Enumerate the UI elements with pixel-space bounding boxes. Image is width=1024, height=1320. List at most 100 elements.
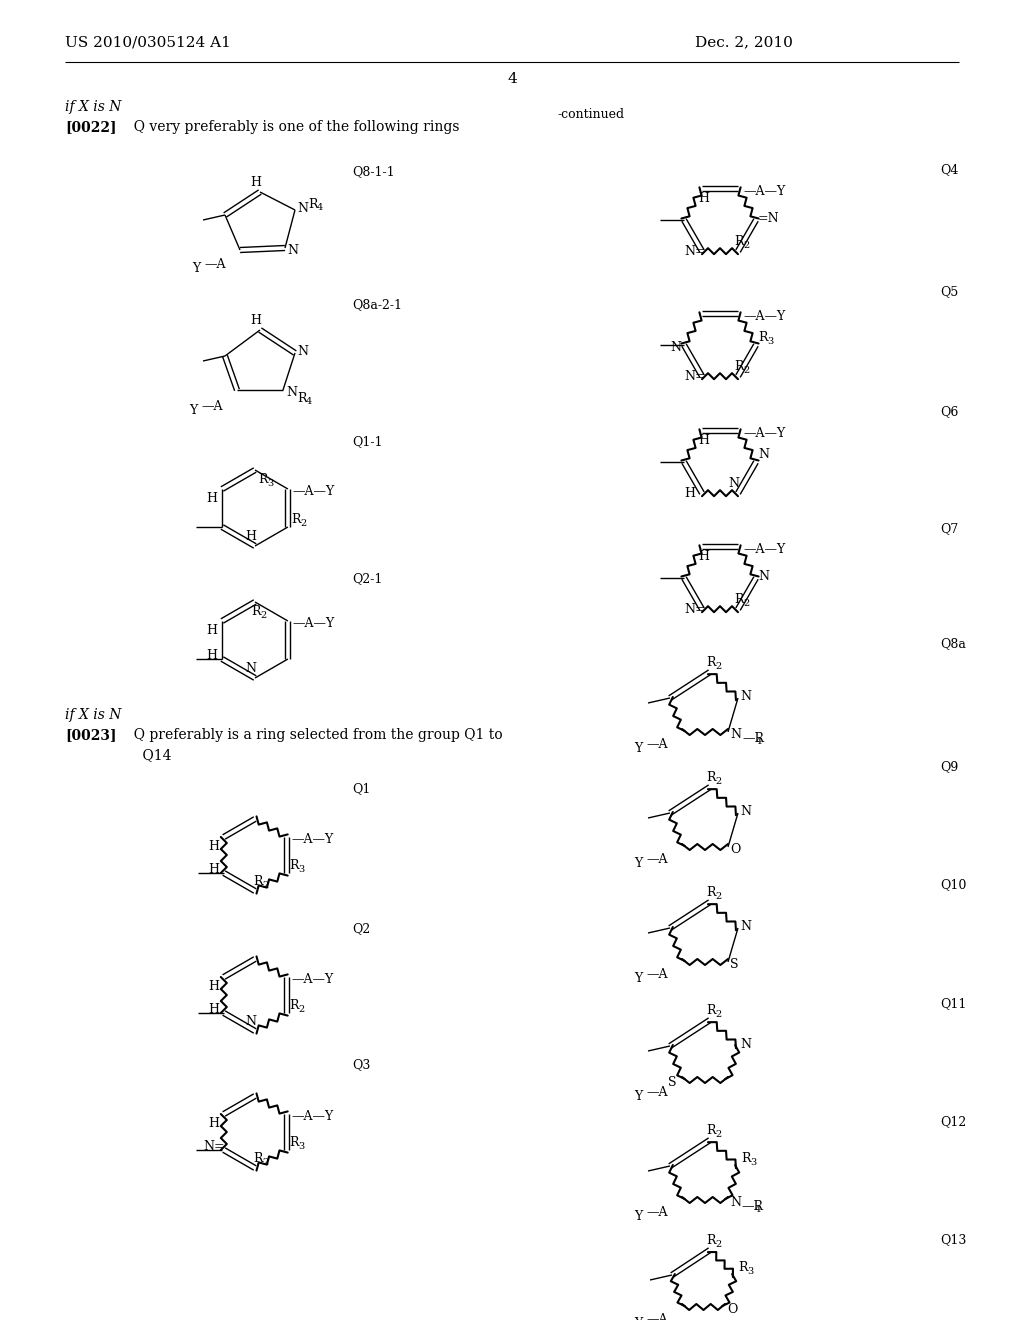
Text: O: O (727, 1303, 737, 1316)
Text: Q9: Q9 (940, 760, 958, 774)
Text: 2: 2 (715, 663, 721, 671)
Text: —A: —A (646, 1206, 668, 1218)
Text: H: H (251, 176, 261, 189)
Text: Q8a: Q8a (940, 638, 966, 649)
Text: Q4: Q4 (940, 162, 958, 176)
Text: if X is N: if X is N (65, 708, 122, 722)
Text: H: H (684, 487, 695, 500)
Text: R: R (251, 605, 260, 618)
Text: N: N (740, 1038, 751, 1051)
Text: Q preferably is a ring selected from the group Q1 to: Q preferably is a ring selected from the… (125, 729, 503, 742)
Text: Y: Y (634, 1210, 642, 1224)
Text: N: N (740, 690, 751, 704)
Text: —A—Y: —A—Y (293, 616, 335, 630)
Text: —A—Y: —A—Y (743, 185, 785, 198)
Text: H: H (208, 1117, 219, 1130)
Text: =N: =N (758, 213, 779, 224)
Text: —A: —A (646, 968, 668, 981)
Text: N: N (287, 244, 298, 257)
Text: Y: Y (634, 1317, 642, 1320)
Text: R: R (289, 999, 299, 1012)
Text: —R: —R (742, 733, 764, 744)
Text: H: H (206, 492, 217, 506)
Text: Q3: Q3 (352, 1059, 371, 1071)
Text: R: R (734, 235, 743, 248)
Text: R: R (258, 473, 267, 486)
Text: R: R (289, 1137, 299, 1148)
Text: —R: —R (741, 1200, 763, 1213)
Text: Y: Y (634, 1090, 642, 1104)
Text: R: R (706, 656, 716, 669)
Text: Dec. 2, 2010: Dec. 2, 2010 (695, 36, 793, 49)
Text: 2: 2 (262, 880, 268, 890)
Text: N: N (740, 920, 751, 933)
Text: H: H (208, 1003, 219, 1016)
Text: 2: 2 (715, 1239, 721, 1249)
Text: Q13: Q13 (940, 1233, 967, 1246)
Text: Q8a-2-1: Q8a-2-1 (352, 298, 402, 312)
Text: Q2: Q2 (352, 921, 371, 935)
Text: —A: —A (646, 1313, 668, 1320)
Text: N: N (670, 341, 681, 354)
Text: N=: N= (684, 246, 706, 259)
Text: R: R (289, 859, 299, 873)
Text: Q14: Q14 (125, 748, 171, 762)
Text: 4: 4 (507, 73, 517, 86)
Text: N: N (728, 477, 739, 490)
Text: Q8-1-1: Q8-1-1 (352, 165, 394, 178)
Text: 2: 2 (260, 611, 266, 620)
Text: if X is N: if X is N (65, 100, 122, 114)
Text: 2: 2 (743, 242, 750, 251)
Text: 2: 2 (715, 1010, 721, 1019)
Text: N=: N= (204, 1140, 225, 1152)
Text: —A—Y: —A—Y (291, 833, 334, 846)
Text: R: R (706, 771, 716, 784)
Text: S: S (730, 958, 738, 972)
Text: R: R (253, 875, 262, 888)
Text: —A—Y: —A—Y (291, 1110, 334, 1123)
Text: 2: 2 (300, 519, 306, 528)
Text: N: N (730, 729, 741, 741)
Text: R: R (297, 392, 306, 405)
Text: —A—Y: —A—Y (743, 426, 785, 440)
Text: H: H (206, 649, 217, 663)
Text: H: H (698, 550, 709, 562)
Text: —A: —A (646, 853, 668, 866)
Text: N: N (730, 1196, 741, 1209)
Text: Q1: Q1 (352, 781, 371, 795)
Text: 4: 4 (317, 203, 324, 213)
Text: H: H (246, 531, 256, 543)
Text: O: O (730, 843, 740, 855)
Text: —A—Y: —A—Y (743, 543, 785, 556)
Text: US 2010/0305124 A1: US 2010/0305124 A1 (65, 36, 230, 49)
Text: —A—Y: —A—Y (293, 484, 335, 498)
Text: [0023]: [0023] (65, 729, 117, 742)
Text: N: N (758, 447, 769, 461)
Text: R: R (758, 331, 768, 345)
Text: 4: 4 (756, 737, 762, 746)
Text: —A—Y: —A—Y (291, 973, 334, 986)
Text: S: S (668, 1076, 677, 1089)
Text: —A: —A (204, 257, 225, 271)
Text: N: N (246, 663, 256, 675)
Text: Q5: Q5 (940, 285, 958, 298)
Text: Y: Y (634, 742, 642, 755)
Text: 3: 3 (746, 1267, 754, 1276)
Text: R: R (741, 1152, 751, 1166)
Text: 2: 2 (715, 1130, 721, 1139)
Text: —A—Y: —A—Y (743, 310, 785, 323)
Text: —A: —A (646, 1086, 668, 1100)
Text: Q7: Q7 (940, 521, 958, 535)
Text: R: R (706, 1005, 716, 1016)
Text: N: N (286, 385, 297, 399)
Text: H: H (208, 979, 219, 993)
Text: N: N (246, 1015, 256, 1028)
Text: H: H (208, 863, 219, 876)
Text: R: R (738, 1261, 748, 1274)
Text: H: H (208, 840, 219, 853)
Text: R: R (308, 198, 317, 211)
Text: 3: 3 (767, 337, 773, 346)
Text: R: R (291, 513, 300, 525)
Text: R: R (734, 360, 743, 374)
Text: 2: 2 (298, 1005, 304, 1014)
